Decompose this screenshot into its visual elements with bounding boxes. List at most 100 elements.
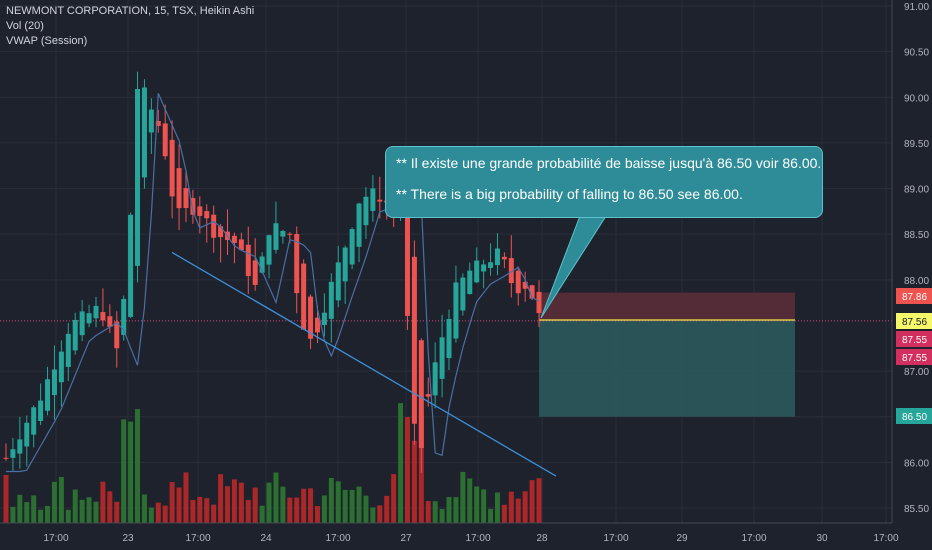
candle-body bbox=[439, 337, 445, 379]
candle-body bbox=[536, 291, 542, 314]
price-tick-label: 88.50 bbox=[904, 230, 929, 241]
candle bbox=[121, 295, 127, 341]
candle-body bbox=[335, 262, 341, 301]
volume-bar bbox=[446, 496, 452, 523]
candle-body bbox=[266, 235, 272, 265]
candle-body bbox=[3, 457, 9, 459]
candle-body bbox=[128, 214, 134, 317]
candle-body bbox=[79, 311, 85, 336]
vwap-line bbox=[6, 93, 540, 473]
candle bbox=[363, 187, 369, 239]
candle bbox=[93, 296, 99, 328]
candle bbox=[446, 309, 452, 371]
candle bbox=[432, 342, 438, 409]
volume-bar bbox=[245, 499, 251, 523]
volume-bar bbox=[79, 499, 85, 523]
time-tick-label: 17:00 bbox=[43, 533, 68, 544]
volume-bar bbox=[128, 421, 134, 523]
candle bbox=[24, 415, 30, 467]
volume-bar bbox=[266, 482, 272, 523]
volume-bar bbox=[238, 482, 244, 523]
candle-body bbox=[494, 248, 500, 266]
candle bbox=[135, 71, 141, 283]
volume-bar bbox=[225, 486, 231, 523]
volume-bar bbox=[273, 472, 279, 523]
candle bbox=[494, 233, 500, 276]
candle bbox=[453, 265, 459, 343]
volume-bar bbox=[86, 497, 92, 523]
candle bbox=[467, 262, 473, 295]
price-tick-label: 90.00 bbox=[904, 93, 929, 104]
volume-bar bbox=[301, 488, 307, 523]
candle-body bbox=[446, 318, 452, 359]
candle-body bbox=[488, 262, 494, 268]
candle-body bbox=[328, 281, 334, 319]
candle-body bbox=[474, 260, 480, 283]
chart-legend: NEWMONT CORPORATION, 15, TSX, Heikin Ash… bbox=[6, 4, 254, 49]
candle bbox=[51, 345, 57, 420]
candle-body bbox=[259, 256, 265, 273]
candle-body bbox=[65, 333, 71, 367]
volume-series bbox=[3, 403, 542, 523]
candle-body bbox=[308, 296, 314, 339]
vwap-indicator-label[interactable]: VWAP (Session) bbox=[6, 35, 88, 47]
price-badge-label: 86.50 bbox=[902, 412, 927, 423]
price-badge-label: 87.55 bbox=[902, 335, 927, 346]
volume-bar bbox=[135, 409, 141, 523]
candle bbox=[418, 338, 424, 473]
volume-bar bbox=[508, 491, 514, 523]
candle bbox=[481, 259, 487, 289]
time-tick-label: 23 bbox=[122, 533, 134, 544]
volume-indicator-label[interactable]: Vol (20) bbox=[6, 20, 44, 32]
volume-bar bbox=[515, 498, 521, 523]
candle-body bbox=[204, 211, 210, 219]
candle bbox=[128, 212, 134, 319]
volume-bar bbox=[398, 403, 404, 523]
volume-bar bbox=[342, 489, 348, 523]
candle-body bbox=[508, 258, 514, 284]
volume-bar bbox=[141, 494, 147, 523]
volume-bar bbox=[321, 495, 327, 523]
candle bbox=[536, 280, 542, 328]
price-tick-label: 89.50 bbox=[904, 139, 929, 150]
candle-body bbox=[301, 263, 307, 330]
candle bbox=[356, 202, 362, 263]
candle bbox=[301, 259, 307, 330]
time-tick-label: 30 bbox=[816, 533, 828, 544]
candle-body bbox=[370, 188, 376, 211]
candle bbox=[294, 226, 300, 314]
candle bbox=[411, 240, 417, 445]
candle-body bbox=[10, 449, 16, 458]
volume-bar bbox=[432, 501, 438, 523]
candle-body bbox=[38, 400, 44, 421]
volume-bar bbox=[460, 471, 466, 523]
volume-bar bbox=[58, 476, 64, 523]
candle-series bbox=[3, 71, 542, 473]
volume-bar bbox=[155, 502, 161, 523]
candle-body bbox=[169, 139, 175, 197]
volume-bar bbox=[404, 417, 410, 523]
candle-body bbox=[287, 233, 293, 235]
callout-annotation[interactable]: ** Il existe une grande probabilité de b… bbox=[385, 146, 823, 218]
candle-body bbox=[404, 197, 410, 316]
candle bbox=[141, 79, 147, 189]
symbol-title[interactable]: NEWMONT CORPORATION, 15, TSX, Heikin Ash… bbox=[6, 5, 255, 17]
price-axis-ticks: 91.00 90.50 90.00 89.50 89.00 88.50 88.00 87.00… bbox=[896, 2, 932, 515]
volume-bar bbox=[287, 497, 293, 523]
volume-bar bbox=[314, 506, 320, 523]
volume-bar bbox=[349, 489, 355, 523]
candle-body bbox=[58, 351, 64, 383]
volume-bar bbox=[65, 509, 71, 523]
candle-body bbox=[501, 256, 507, 260]
volume-bar bbox=[488, 508, 494, 523]
candle bbox=[460, 273, 466, 316]
volume-bar bbox=[231, 479, 237, 523]
volume-bar bbox=[31, 495, 37, 523]
volume-bar bbox=[391, 474, 397, 523]
candle-body bbox=[349, 229, 355, 265]
price-badge-bg bbox=[896, 408, 932, 424]
candle-body bbox=[342, 247, 348, 282]
candle-body bbox=[411, 256, 417, 424]
